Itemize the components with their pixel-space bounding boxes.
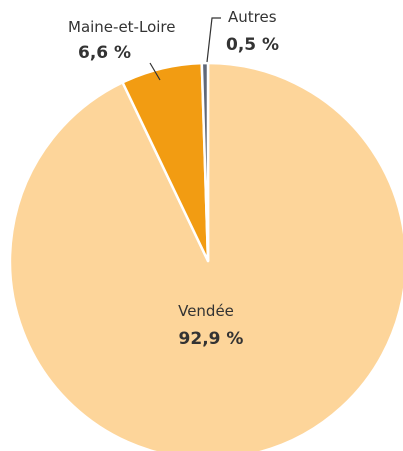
leader-line-maine-et-loire xyxy=(149,62,161,81)
slice-value-vendee: 92,9 % xyxy=(179,329,244,349)
pie-slices xyxy=(8,61,403,451)
slice-label-vendee: Vendée xyxy=(178,302,234,320)
slice-value-maine-et-loire: 6,6 % xyxy=(78,43,131,63)
pie-slice-vend-e xyxy=(8,61,403,451)
pie-slice-autres xyxy=(200,61,210,263)
slice-label-autres: Autres xyxy=(228,8,277,26)
slice-label-maine-et-loire: Maine-et-Loire xyxy=(68,18,175,36)
leader-line-autres xyxy=(206,17,221,63)
slice-value-autres: 0,5 % xyxy=(226,35,279,55)
